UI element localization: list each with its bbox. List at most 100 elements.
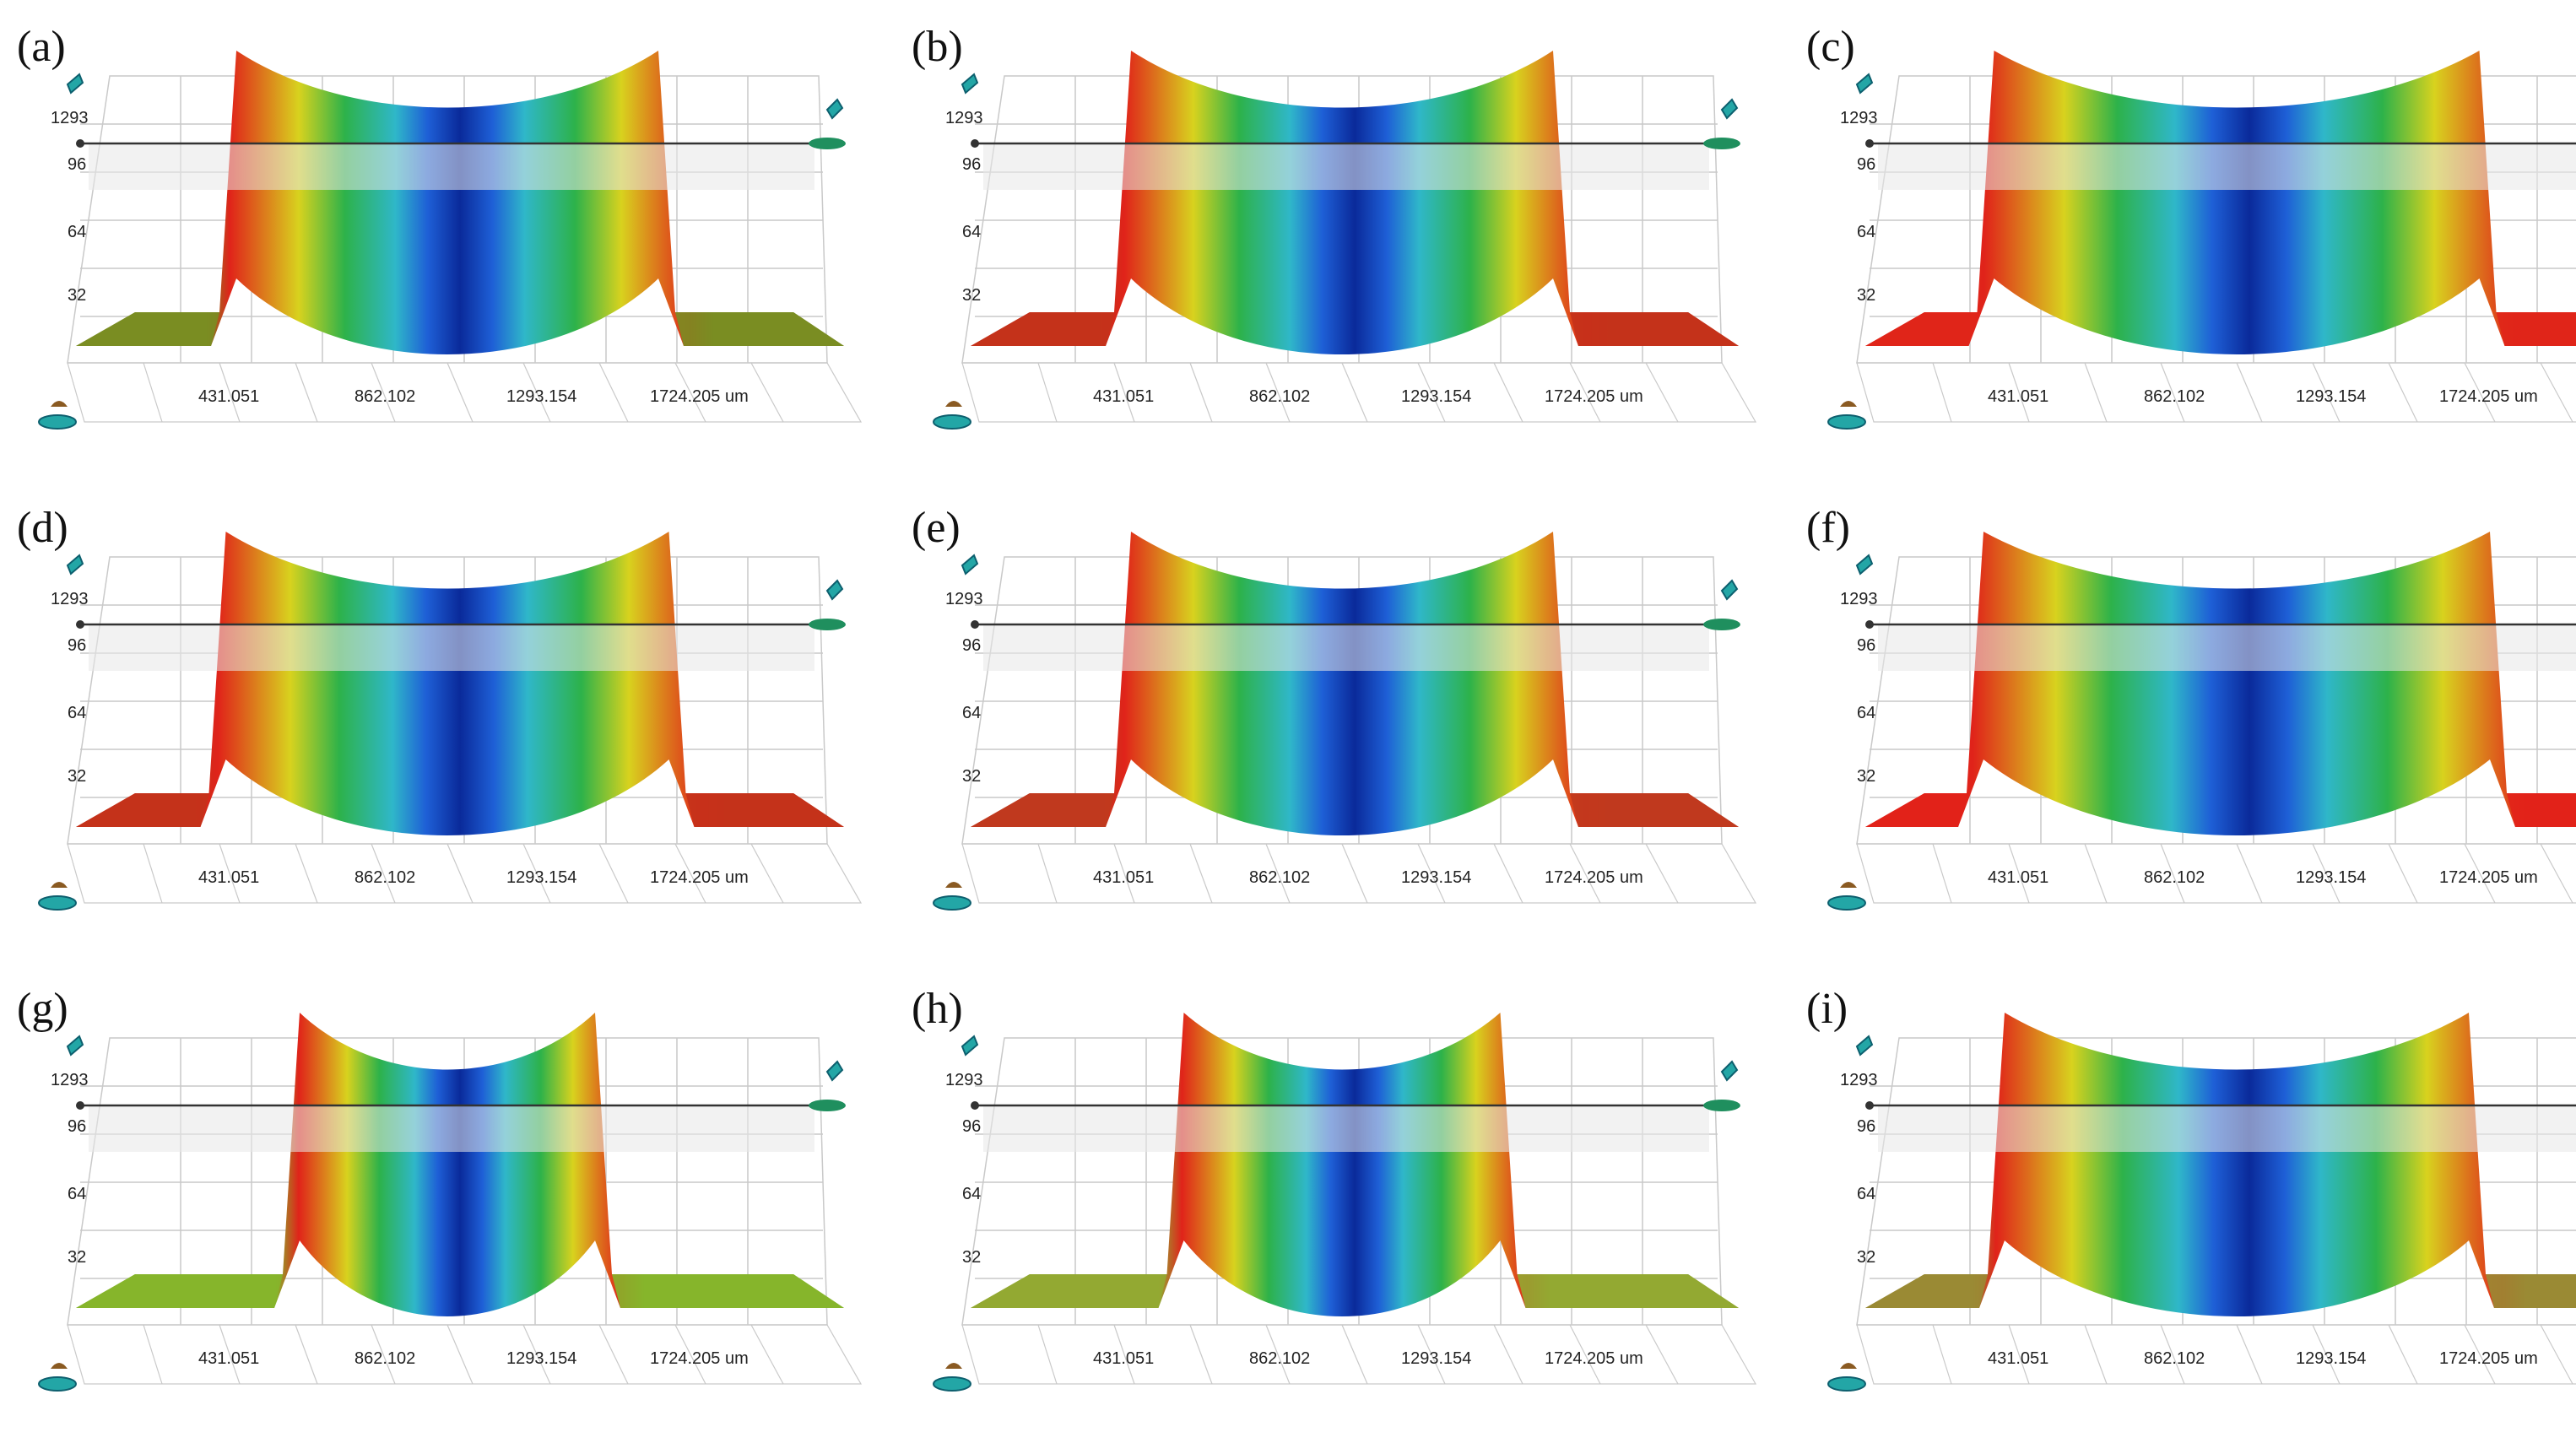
panel-label: (c) — [1806, 25, 1855, 69]
view-handle-icon — [1828, 415, 1865, 429]
rotate-handle-icon — [68, 555, 83, 574]
x-tick-label: 1724.205 um — [2439, 869, 2538, 886]
view-handle-icon — [934, 896, 971, 910]
profile-start-marker — [1865, 1101, 1874, 1110]
surface-plot — [1806, 25, 2576, 481]
right-plateau — [2486, 1274, 2576, 1308]
x-tick-label: 431.051 — [198, 388, 259, 405]
profile-start-marker — [971, 139, 979, 148]
panel-label: (g) — [17, 987, 68, 1031]
rotate-handle-icon — [962, 1036, 977, 1055]
panel-label: (a) — [17, 25, 66, 69]
left-plateau — [971, 312, 1114, 346]
x-tick-label: 1293.154 — [506, 388, 576, 405]
y-tick-label: 64 — [68, 1186, 86, 1202]
x-tick-label: 862.102 — [354, 1350, 415, 1367]
panel-label: (i) — [1806, 987, 1848, 1031]
y-tick-label: 96 — [68, 156, 86, 173]
x-tick-label: 1293.154 — [2296, 388, 2366, 405]
x-tick-label: 431.051 — [198, 869, 259, 886]
y-tick-label: 32 — [962, 287, 981, 304]
surface-plot — [1806, 506, 2576, 962]
y-tick-label: 96 — [962, 1118, 981, 1135]
panel-label: (b) — [912, 25, 963, 69]
y-tick-label: 32 — [68, 768, 86, 785]
right-plateau — [1518, 1274, 1740, 1308]
right-plateau — [1570, 793, 1739, 827]
x-tick-label: 431.051 — [1093, 869, 1154, 886]
surface-mesh — [971, 1013, 1739, 1316]
section-plane — [1878, 1105, 2576, 1152]
profile-end-marker — [809, 619, 846, 630]
y-tick-label: 1293 — [1840, 591, 1878, 608]
profile-start-marker — [76, 620, 84, 629]
profile-end-marker — [1703, 1100, 1740, 1111]
y-tick-label: 32 — [962, 768, 981, 785]
x-tick-label: 862.102 — [2144, 1350, 2205, 1367]
surface-plot — [1806, 987, 2576, 1443]
y-tick-label: 96 — [962, 156, 981, 173]
profile-start-marker — [971, 620, 979, 629]
profile-end-marker — [1703, 619, 1740, 630]
y-tick-label: 1293 — [1840, 1072, 1878, 1089]
x-tick-label: 1293.154 — [2296, 1350, 2366, 1367]
x-tick-label: 1293.154 — [1401, 1350, 1471, 1367]
y-tick-label: 1293 — [51, 110, 89, 127]
profile-start-marker — [76, 139, 84, 148]
x-tick-label: 1724.205 um — [650, 869, 749, 886]
rotate-handle-icon — [827, 1062, 842, 1080]
section-plane — [983, 143, 1709, 190]
x-tick-label: 1724.205 um — [1545, 869, 1643, 886]
section-plane — [89, 1105, 814, 1152]
surface-plot — [17, 25, 861, 481]
y-tick-label: 64 — [68, 705, 86, 722]
light-source-icon — [1840, 401, 1857, 407]
x-tick-label: 1724.205 um — [2439, 388, 2538, 405]
light-source-icon — [51, 401, 68, 407]
y-tick-label: 32 — [1857, 287, 1875, 304]
y-tick-label: 32 — [962, 1249, 981, 1266]
surface-mesh — [1865, 1013, 2576, 1316]
right-plateau — [612, 1274, 844, 1308]
surface-plot — [912, 987, 1756, 1443]
panel-label: (d) — [17, 506, 68, 550]
surface-mesh — [76, 1013, 844, 1316]
y-tick-label: 64 — [68, 224, 86, 240]
left-plateau — [76, 1274, 283, 1308]
view-handle-icon — [1828, 1377, 1865, 1391]
right-plateau — [686, 793, 845, 827]
x-tick-label: 431.051 — [198, 1350, 259, 1367]
x-tick-label: 1293.154 — [506, 1350, 576, 1367]
light-source-icon — [1840, 882, 1857, 888]
x-tick-label: 431.051 — [1093, 388, 1154, 405]
rotate-handle-icon — [962, 555, 977, 574]
y-tick-label: 64 — [962, 705, 981, 722]
rotate-handle-icon — [962, 74, 977, 93]
y-tick-label: 1293 — [1840, 110, 1878, 127]
light-source-icon — [945, 1363, 962, 1369]
rotate-handle-icon — [1722, 1062, 1737, 1080]
surface-mesh — [971, 51, 1739, 354]
rotate-handle-icon — [1857, 74, 1872, 93]
surface-mesh — [971, 532, 1739, 835]
x-tick-label: 1724.205 um — [1545, 1350, 1643, 1367]
x-tick-label: 1724.205 um — [650, 1350, 749, 1367]
x-tick-label: 431.051 — [1093, 1350, 1154, 1367]
right-plateau — [1570, 312, 1739, 346]
y-tick-label: 32 — [68, 1249, 86, 1266]
x-tick-label: 431.051 — [1988, 869, 2048, 886]
y-tick-label: 96 — [1857, 1118, 1875, 1135]
x-tick-label: 1293.154 — [506, 869, 576, 886]
left-plateau — [76, 312, 219, 346]
section-plane — [983, 624, 1709, 671]
y-tick-label: 96 — [1857, 637, 1875, 654]
rotate-handle-icon — [827, 100, 842, 118]
rotate-handle-icon — [1857, 1036, 1872, 1055]
light-source-icon — [51, 1363, 68, 1369]
